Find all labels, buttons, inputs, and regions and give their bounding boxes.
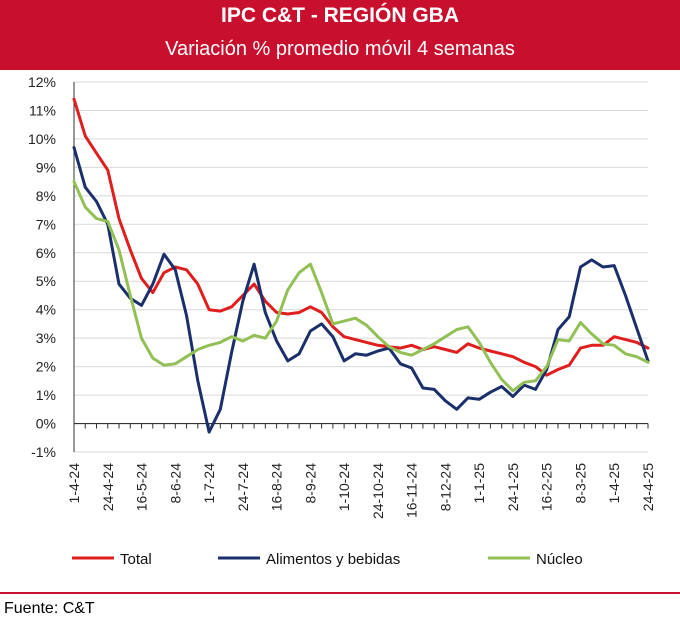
x-tick-label: 24-4-24 (100, 463, 116, 511)
chart-title: IPC C&T - REGIÓN GBA (220, 4, 459, 27)
y-tick-label: 9% (36, 159, 56, 175)
source-note: Fuente: C&T (4, 600, 95, 617)
y-tick-label: -1% (31, 444, 56, 460)
x-tick-label: 1-4-25 (606, 463, 622, 504)
legend-label: Alimentos y bebidas (266, 551, 400, 568)
footer-divider (0, 592, 680, 594)
y-tick-label: 11% (29, 102, 56, 118)
x-tick-label: 1-10-24 (336, 463, 352, 511)
x-tick-label: 24-7-24 (235, 463, 251, 511)
x-tick-label: 8-6-24 (167, 463, 183, 504)
x-tick-label: 16-2-25 (539, 463, 555, 511)
x-tick-label: 8-12-24 (437, 463, 453, 511)
y-tick-label: 7% (36, 216, 56, 232)
x-tick-label: 24-10-24 (370, 463, 386, 519)
x-tick-label: 1-4-24 (66, 463, 82, 504)
series-line-alimentos-y-bebidas (72, 146, 650, 434)
y-tick-label: 4% (36, 302, 56, 318)
x-tick-label: 8-3-25 (572, 463, 588, 504)
x-tick-label: 24-1-25 (505, 463, 521, 511)
x-tick-label: 16-5-24 (134, 463, 150, 511)
x-tick-label: 8-9-24 (302, 463, 318, 504)
y-tick-label: 12% (28, 74, 56, 90)
x-tick-label: 1-1-25 (471, 463, 487, 504)
y-tick-label: 6% (36, 245, 56, 261)
y-tick-label: 5% (36, 273, 56, 289)
y-tick-label: 3% (36, 330, 56, 346)
x-tick-label: 16-11-24 (404, 463, 420, 518)
y-tick-label: 10% (28, 131, 56, 147)
series-line-total (72, 97, 650, 377)
chart-subtitle: Variación % promedio móvil 4 semanas (165, 38, 515, 60)
y-tick-label: 2% (36, 359, 56, 375)
line-chart: -1% 0% 1% 2% 3% 4% 5% 6% 7% 8% 9% 10% 11% 12% 1-4-24 24… (28, 74, 656, 568)
y-tick-label: 1% (36, 387, 56, 403)
x-tick-label: 24-4-25 (640, 463, 656, 511)
legend-label: Total (120, 551, 152, 568)
legend-label: Núcleo (536, 551, 583, 568)
y-tick-label: 0% (36, 416, 56, 432)
y-tick-label: 8% (36, 188, 56, 204)
series-line-n-cleo (72, 180, 650, 393)
x-tick-label: 16-8-24 (269, 463, 285, 511)
x-tick-label: 1-7-24 (201, 463, 217, 504)
header-banner: IPC C&T - REGIÓN GBA Variación % promedi… (0, 0, 680, 70)
